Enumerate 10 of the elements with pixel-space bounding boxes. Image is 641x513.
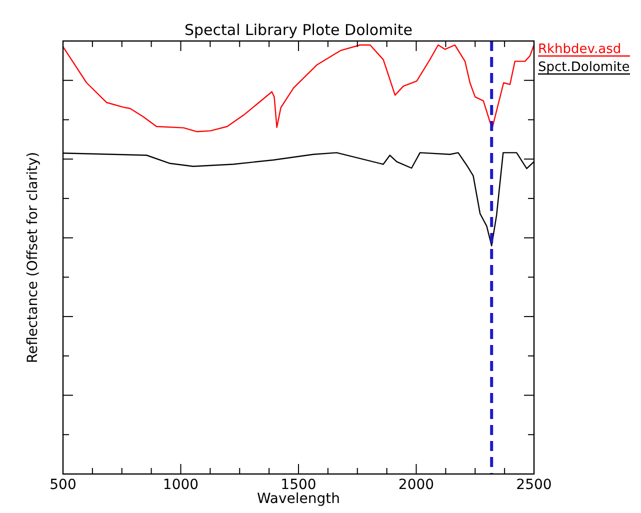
series-label: Rkhbdev.asd [538,42,622,57]
x-tick-label: 500 [50,477,76,493]
x-tick-label: 1000 [162,477,199,493]
text: Spct.Dolomite [538,60,630,75]
y-axis-title: Reflectance (Offset for clarity) [25,152,41,364]
x-axis-title: Wavelength [256,491,340,507]
x-tick-label: 2500 [516,477,552,493]
x-tick-label: 1500 [280,477,316,493]
chart-title: Spectal Library Plote Dolomite [184,21,412,39]
x-tick-label: 2000 [398,477,434,493]
